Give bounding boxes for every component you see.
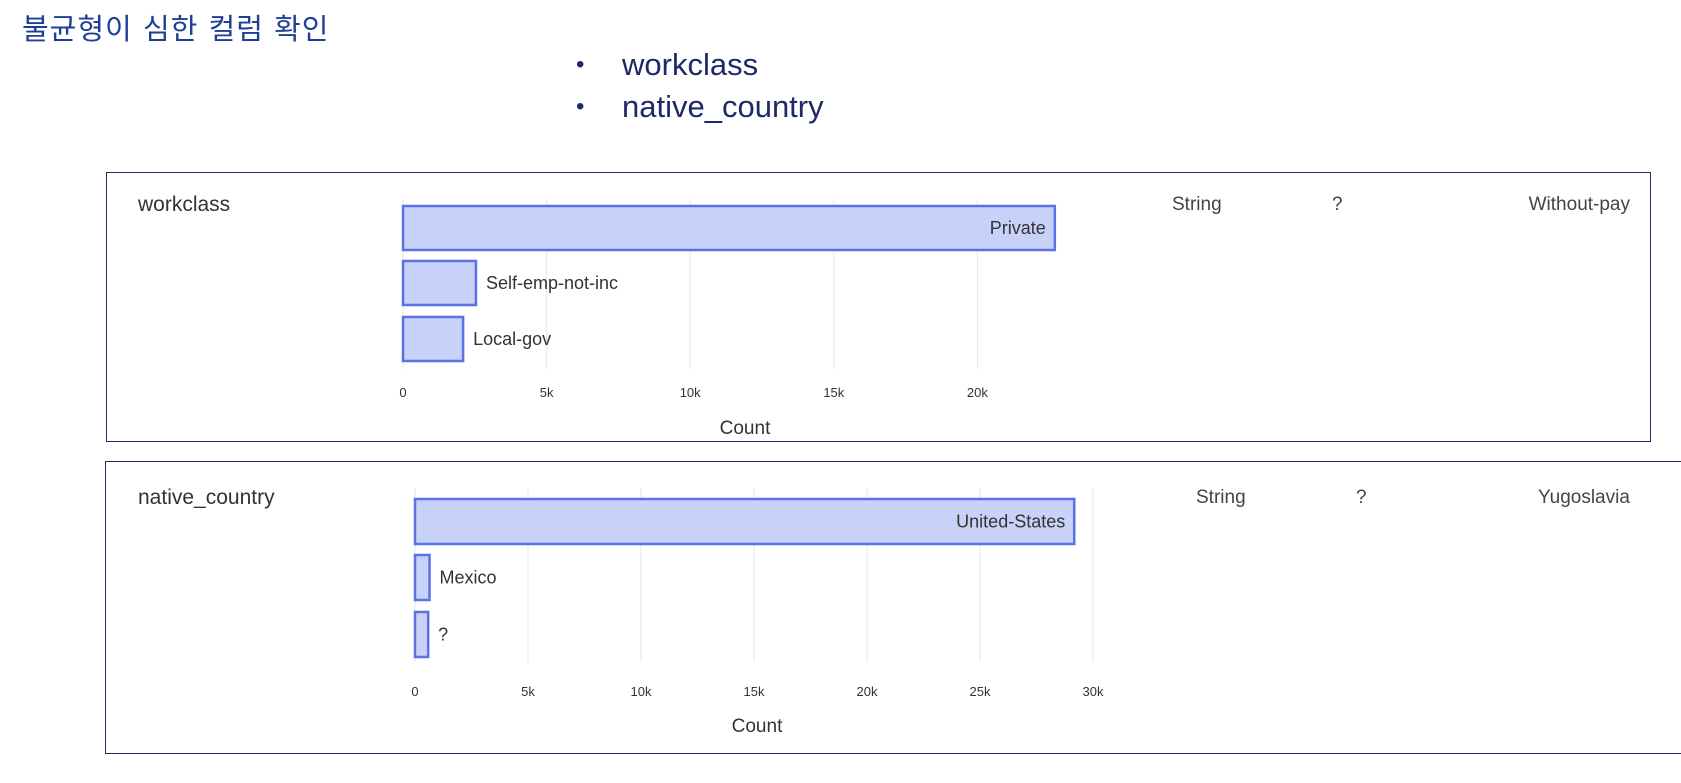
- bullet-text: native_country: [622, 89, 824, 124]
- list-item: • native_country: [576, 86, 824, 128]
- bullet-icon: •: [576, 51, 585, 78]
- x-tick-label: 0: [399, 385, 406, 400]
- x-axis-label: Count: [720, 418, 771, 439]
- x-axis-label: Count: [732, 716, 783, 737]
- bar: [413, 610, 430, 659]
- bar: [401, 259, 478, 307]
- native-country-chart: 0 5k 10k 15k 20k 25k 30k United-States Mexico? Co…: [411, 488, 1104, 737]
- native-country-panel: native_country 0 5k 10k 15k 20k 25k 30k United-…: [105, 461, 1681, 754]
- x-tick-label: 20k: [857, 684, 878, 699]
- list-item: • workclass: [576, 44, 824, 86]
- workclass-panel: workclass 0 5k 10k 15k 20k Private Self-emp-no…: [106, 172, 1651, 442]
- bar-label: Local-gov: [473, 329, 551, 349]
- bar-label: Self-emp-not-inc: [486, 273, 618, 293]
- column-missing: ?: [1356, 487, 1367, 508]
- x-tick-label: 5k: [521, 684, 535, 699]
- x-tick-label: 20k: [967, 385, 988, 400]
- x-tick-label: 10k: [631, 684, 652, 699]
- x-tick-label: 30k: [1083, 684, 1104, 699]
- column-name: workclass: [138, 193, 231, 216]
- x-tick-label: 15k: [823, 385, 844, 400]
- bar: [413, 497, 1076, 546]
- x-tick-label: 15k: [744, 684, 765, 699]
- column-missing: ?: [1332, 194, 1343, 215]
- page-title: 불균형이 심한 컬럼 확인: [22, 12, 330, 46]
- bar-label: Private: [990, 218, 1046, 238]
- column-list: • workclass • native_country: [576, 44, 824, 128]
- column-type: String: [1196, 487, 1246, 508]
- column-name: native_country: [138, 486, 275, 509]
- bar-label: Mexico: [440, 568, 497, 588]
- column-max-value: Yugoslavia: [1538, 487, 1630, 508]
- x-tick-label: 5k: [540, 385, 554, 400]
- bar: [401, 204, 1057, 252]
- bar-label: United-States: [956, 512, 1065, 532]
- bar: [401, 315, 465, 363]
- workclass-chart: 0 5k 10k 15k 20k Private Self-emp-not-inc Local…: [399, 199, 1057, 439]
- bullet-icon: •: [576, 93, 585, 120]
- bar: [413, 553, 431, 602]
- x-tick-label: 10k: [680, 385, 701, 400]
- x-tick-label: 0: [411, 684, 418, 699]
- bullet-text: workclass: [622, 47, 759, 82]
- column-type: String: [1172, 194, 1222, 215]
- column-max-value: Without-pay: [1528, 194, 1630, 215]
- bar-label: ?: [438, 625, 448, 645]
- x-tick-label: 25k: [970, 684, 991, 699]
